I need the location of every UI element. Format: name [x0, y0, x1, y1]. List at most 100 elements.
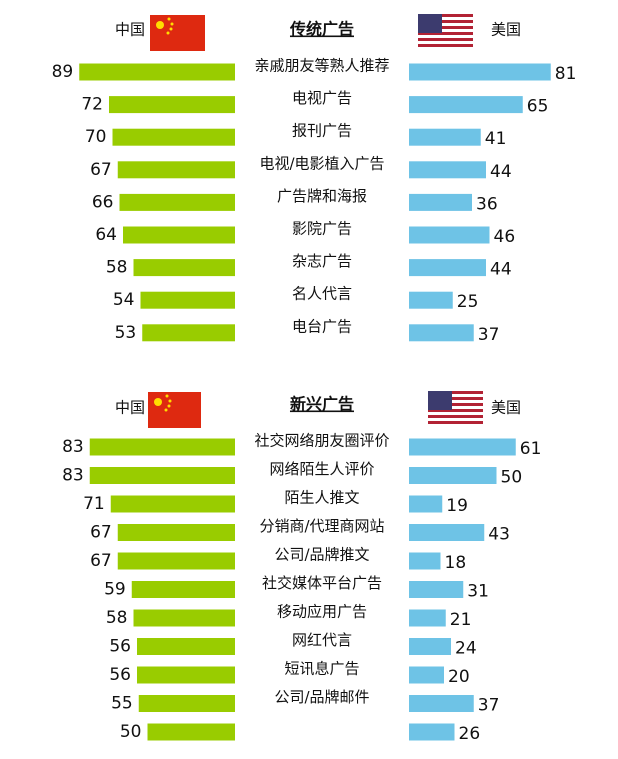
value-label: 81	[555, 64, 577, 84]
value-label: 20	[448, 667, 470, 687]
value-label: 37	[478, 696, 500, 716]
category-label: 名人代言	[292, 285, 352, 303]
bar	[133, 609, 235, 627]
value-label: 58	[106, 608, 128, 628]
value-label: 89	[52, 62, 74, 82]
bar	[409, 291, 453, 309]
bar	[131, 581, 235, 598]
category-label: 分销商/代理商网站	[259, 517, 384, 535]
value-label: 72	[81, 95, 103, 115]
category-label: 公司/品牌邮件	[274, 688, 369, 706]
bar	[409, 128, 481, 146]
bar	[112, 128, 235, 146]
bar	[123, 226, 235, 244]
flag-us	[428, 391, 483, 427]
category-label: 短讯息广告	[284, 660, 359, 678]
bar	[109, 96, 235, 114]
bar	[409, 193, 472, 211]
bar	[409, 63, 551, 81]
bar	[117, 161, 235, 179]
value-label: 19	[446, 496, 468, 516]
value-label: 56	[109, 665, 131, 685]
value-label: 65	[527, 97, 549, 117]
value-label: 61	[520, 439, 542, 459]
bar	[117, 552, 235, 570]
bar	[117, 524, 235, 541]
bar	[89, 438, 235, 456]
bar	[140, 291, 235, 309]
category-label: 影院广告	[292, 220, 352, 238]
value-label: 58	[106, 258, 128, 278]
value-label: 26	[459, 724, 481, 744]
category-label: 移动应用广告	[277, 603, 367, 621]
bar	[409, 259, 486, 277]
value-label: 18	[445, 553, 467, 573]
value-label: 44	[490, 162, 512, 182]
legend-label: 中国	[115, 21, 145, 39]
bar	[137, 638, 235, 655]
legend-label: 美国	[491, 399, 521, 417]
value-label: 50	[501, 468, 523, 488]
bar	[119, 193, 235, 211]
value-label: 66	[92, 192, 114, 212]
category-label: 网络陌生人评价	[269, 460, 374, 478]
category-label: 杂志广告	[292, 252, 352, 270]
bar	[409, 666, 444, 684]
bar	[409, 524, 485, 541]
bar	[147, 723, 235, 741]
category-label: 亲戚朋友等熟人推荐	[254, 57, 389, 75]
category-label: 电台广告	[292, 317, 352, 335]
panel-title: 新兴广告	[290, 395, 354, 414]
category-label: 社交网络朋友圈评价	[254, 432, 389, 450]
bar	[133, 259, 235, 277]
bar	[409, 467, 497, 484]
value-label: 56	[109, 637, 131, 657]
legend-label: 中国	[115, 399, 145, 417]
value-label: 83	[62, 437, 84, 457]
bar	[137, 666, 235, 684]
value-label: 55	[111, 694, 133, 714]
category-label: 电视/电影植入广告	[259, 154, 384, 172]
value-label: 46	[494, 227, 516, 247]
bar	[409, 638, 451, 655]
value-label: 31	[467, 582, 489, 602]
bar	[138, 695, 235, 712]
bar	[409, 552, 441, 570]
bar	[89, 467, 235, 484]
value-label: 67	[90, 160, 112, 180]
bar	[409, 581, 464, 598]
value-label: 70	[85, 127, 107, 147]
value-label: 53	[115, 323, 137, 343]
category-label: 公司/品牌推文	[274, 546, 369, 564]
bar	[409, 226, 490, 244]
bar	[409, 324, 474, 342]
value-label: 67	[90, 523, 112, 543]
bar	[142, 324, 235, 342]
bar	[409, 695, 474, 712]
value-label: 44	[490, 260, 512, 280]
flag-cn	[148, 392, 201, 428]
value-label: 36	[476, 194, 498, 214]
value-label: 59	[104, 580, 126, 600]
value-label: 25	[457, 292, 479, 312]
bar	[409, 609, 446, 627]
value-label: 71	[83, 494, 105, 514]
flag-cn	[150, 15, 205, 51]
bar	[409, 723, 455, 741]
bar	[409, 495, 443, 513]
value-label: 50	[120, 722, 142, 742]
value-label: 43	[488, 525, 510, 545]
panel-title: 传统广告	[289, 20, 354, 39]
bar	[409, 96, 523, 114]
bar	[110, 495, 235, 513]
flag-us	[418, 14, 473, 50]
value-label: 67	[90, 551, 112, 571]
value-label: 21	[450, 610, 472, 630]
category-label: 报刊广告	[292, 122, 352, 140]
value-label: 54	[113, 290, 135, 310]
category-label: 电视广告	[292, 89, 352, 107]
value-label: 41	[485, 129, 507, 149]
bar	[79, 63, 235, 81]
category-label: 广告牌和海报	[277, 187, 367, 205]
